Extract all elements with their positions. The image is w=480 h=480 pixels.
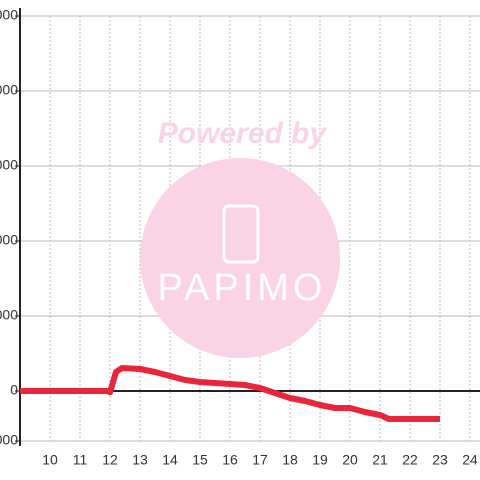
x-tick-label: 19 (312, 452, 328, 468)
x-tick-label: 17 (252, 452, 268, 468)
y-tick-label: -20,000 (0, 432, 18, 448)
x-tick-label: 23 (432, 452, 448, 468)
watermark-circle (140, 158, 340, 358)
x-tick-label: 11 (73, 452, 88, 468)
x-tick-label: 22 (402, 452, 418, 468)
x-tick-label: 14 (162, 452, 178, 468)
watermark-title: Powered by (158, 117, 328, 150)
y-tick-label: 30,000 (0, 307, 18, 323)
x-tick-label: 10 (42, 452, 58, 468)
y-tick-label: 120,000 (0, 82, 18, 98)
x-tick-label: 21 (372, 452, 388, 468)
x-tick-label: 16 (222, 452, 238, 468)
x-tick-label: 12 (102, 452, 118, 468)
x-tick-label: 13 (132, 452, 148, 468)
y-tick-label: 0 (10, 382, 18, 398)
watermark-phone (222, 204, 260, 264)
watermark-brand: PAPIMO (158, 267, 327, 309)
x-tick-label: 15 (192, 452, 208, 468)
y-tick-label: 150,000 (0, 7, 18, 23)
watermark: Powered by PAPIMO (140, 117, 340, 358)
data-line (20, 365, 440, 422)
x-tick-label: 24 (462, 452, 478, 468)
y-tick-label: 90,000 (0, 157, 18, 173)
x-tick-label: 20 (342, 452, 358, 468)
y-tick-label: 60,000 (0, 232, 18, 248)
x-tick-label: 18 (282, 452, 298, 468)
